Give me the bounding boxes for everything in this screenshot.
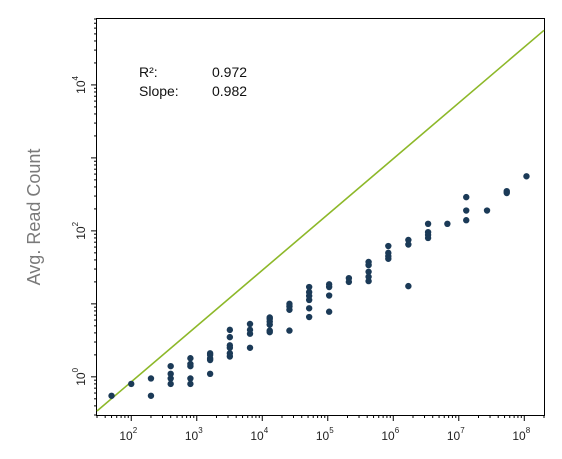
data-point [523,173,530,180]
slope-label: Slope: [139,83,179,99]
data-point [226,350,234,357]
plot-frame [96,18,545,416]
data-point [187,380,194,388]
data-point [167,362,174,370]
r2-label: R²: [139,64,158,80]
data-point [187,375,194,382]
data-point [444,220,451,228]
data-point [147,375,155,382]
data-point [305,313,313,321]
data-point [463,217,470,224]
x-tick-label: 107 [447,426,465,443]
data-point [365,273,372,280]
data-point [325,281,333,288]
fit-line [96,29,545,412]
data-point [385,249,392,257]
y-tick-label: 100 [71,367,88,385]
data-point [305,283,313,291]
data-point [286,300,293,308]
x-tick-label: 106 [381,426,399,443]
data-point [305,305,313,312]
r2-value: 0.972 [212,64,247,80]
data-point [226,333,234,341]
data-point [147,392,155,399]
data-point [405,241,412,248]
data-point [108,392,115,399]
data-point [226,342,234,349]
data-point [167,375,174,382]
x-tick-label: 103 [185,426,203,443]
data-point [365,268,372,275]
data-point [463,193,470,201]
slope-value: 0.982 [212,83,247,99]
data-point [246,320,254,328]
data-point [167,380,174,388]
y-tick-label: 104 [71,75,88,93]
data-point [266,314,273,321]
x-tick-label: 102 [119,426,137,443]
data-point [463,207,470,214]
data-point [206,370,214,378]
data-point [405,236,412,244]
data-point [503,187,510,195]
data-point [325,308,333,315]
data-point [266,327,273,334]
data-point [385,242,392,250]
data-point [365,258,372,266]
x-tick-label: 108 [512,426,530,443]
data-point [345,274,353,282]
data-point [167,370,174,378]
data-point [483,207,491,214]
data-point [325,292,333,299]
data-point [226,326,234,334]
x-tick-label: 104 [250,426,268,443]
data-point [187,355,194,362]
data-point [206,350,214,357]
data-points [108,173,530,399]
data-point [286,327,293,334]
y-axis-label: Avg. Read Count [24,149,44,286]
data-point [305,288,313,296]
data-point [128,380,135,388]
data-point [246,326,254,334]
axis-ticks: 102 103 104 105 106 107 108 100 102 104 [71,18,545,443]
data-point [405,282,412,290]
data-point [424,228,432,236]
y-tick-label: 102 [71,221,88,239]
data-point [246,344,254,351]
x-tick-label: 105 [316,426,334,443]
data-point [187,360,194,368]
data-point [424,220,432,228]
